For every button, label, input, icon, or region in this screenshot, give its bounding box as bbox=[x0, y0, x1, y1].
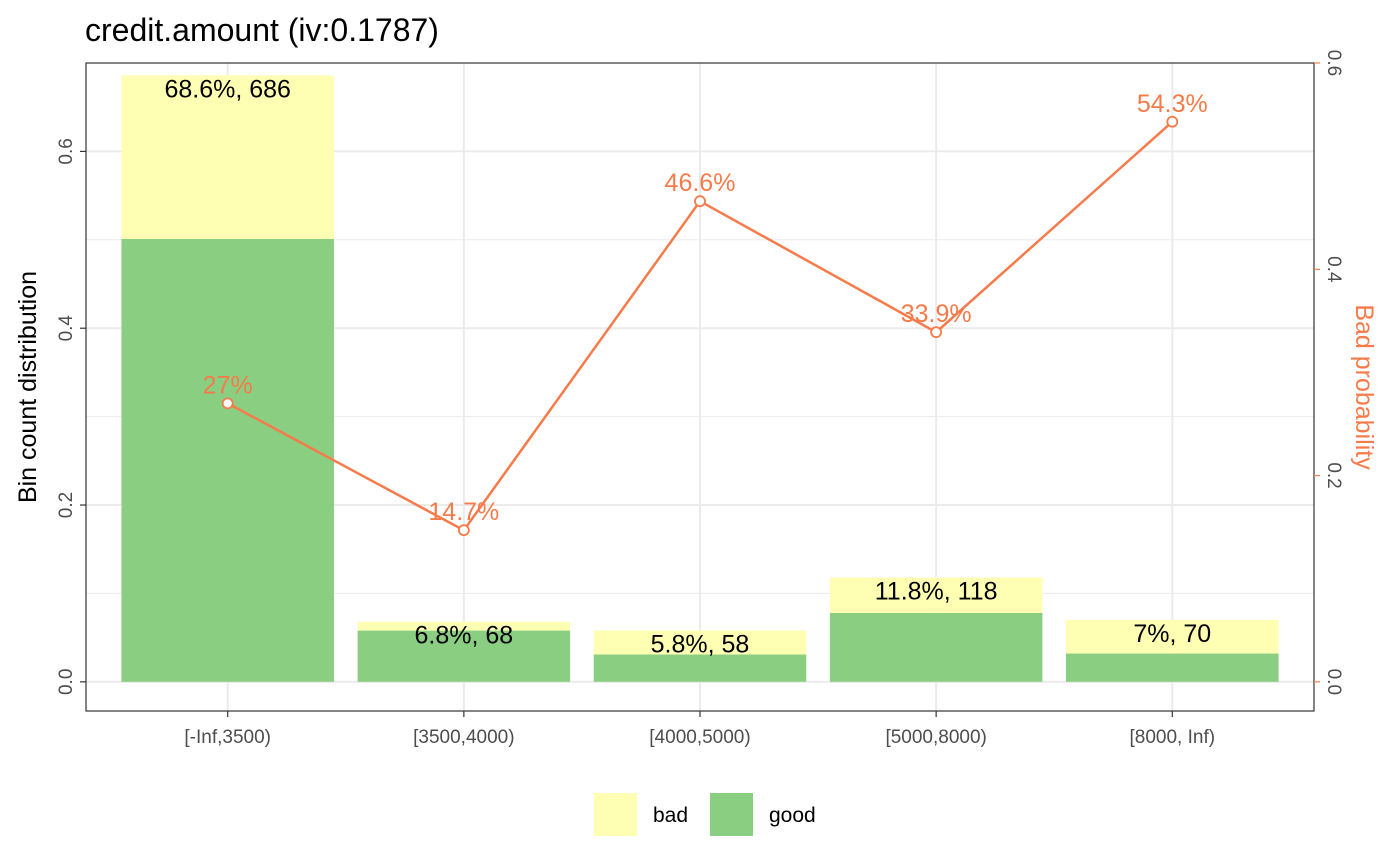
bars bbox=[121, 75, 1279, 682]
x-tick-label: [3500,4000) bbox=[413, 727, 514, 748]
bad-probability-label: 27% bbox=[203, 371, 253, 399]
bar-bad bbox=[593, 630, 807, 655]
bad-probability-point bbox=[694, 195, 706, 208]
bar-label: 68.6%, 686 bbox=[164, 75, 291, 103]
data-labels: 68.6%, 686 6.8%, 68 5.8%, 58 11.8%, 118 7%, … bbox=[164, 75, 1211, 658]
legend-label-bad: bad bbox=[653, 804, 688, 827]
bad-probability-label: 14.7% bbox=[428, 498, 499, 526]
bar-good bbox=[357, 630, 571, 682]
bar-good bbox=[121, 238, 334, 682]
y-tick-label: 0.4 bbox=[56, 315, 77, 342]
y2-tick-label: 0.4 bbox=[1323, 256, 1344, 283]
y-tick-label: 0.6 bbox=[56, 138, 77, 164]
bar-good bbox=[1066, 653, 1279, 682]
bar-bad bbox=[357, 621, 571, 631]
bad-probability-label: 33.9% bbox=[901, 300, 972, 328]
bar-label: 11.8%, 118 bbox=[875, 578, 998, 606]
x-tick-label: [5000,8000) bbox=[885, 727, 986, 748]
chart-title: credit.amount (iv:0.1787) bbox=[85, 12, 439, 48]
y2-tick-label: 0.0 bbox=[1323, 669, 1344, 695]
bad-probability-label: 54.3% bbox=[1137, 90, 1208, 118]
y2-axis-title: Bad probability bbox=[1350, 304, 1378, 470]
legend-label-good: good bbox=[769, 804, 816, 827]
x-tick-label: [4000,5000) bbox=[649, 727, 750, 748]
y-tick-label: 0.0 bbox=[56, 669, 77, 695]
bar-bad bbox=[1066, 619, 1279, 654]
bar-bad bbox=[829, 577, 1043, 613]
bar-label: 7%, 70 bbox=[1133, 620, 1211, 648]
x-tick-label: [8000, Inf) bbox=[1130, 727, 1216, 748]
x-tick-label: [-Inf,3500) bbox=[184, 727, 271, 748]
legend: bad good bbox=[594, 793, 816, 836]
bad-probability-point bbox=[930, 326, 943, 339]
legend-swatch-bad bbox=[594, 793, 637, 836]
legend-swatch-good bbox=[710, 793, 753, 836]
bad-probability-line bbox=[221, 115, 1179, 537]
bad-probability-label: 46.6% bbox=[665, 169, 736, 197]
bad-probability-point bbox=[221, 397, 234, 410]
bar-good bbox=[829, 612, 1043, 682]
bar-label: 5.8%, 58 bbox=[651, 631, 750, 659]
bar-bad bbox=[121, 75, 334, 239]
bar-label: 6.8%, 68 bbox=[415, 622, 514, 650]
bad-probability-point bbox=[457, 524, 470, 537]
bar-good bbox=[593, 654, 807, 682]
bad-probability-point bbox=[1166, 115, 1179, 128]
y2-tick-label: 0.2 bbox=[1323, 462, 1344, 488]
axes: 0.0 0.2 0.4 0.6 0.0 0.2 0.4 0.6 [-Inf,3500) [3500… bbox=[56, 50, 1344, 748]
y2-tick-label: 0.6 bbox=[1323, 50, 1344, 76]
y-tick-label: 0.2 bbox=[56, 492, 77, 518]
y-axis-title: Bin count distribution bbox=[14, 271, 42, 503]
